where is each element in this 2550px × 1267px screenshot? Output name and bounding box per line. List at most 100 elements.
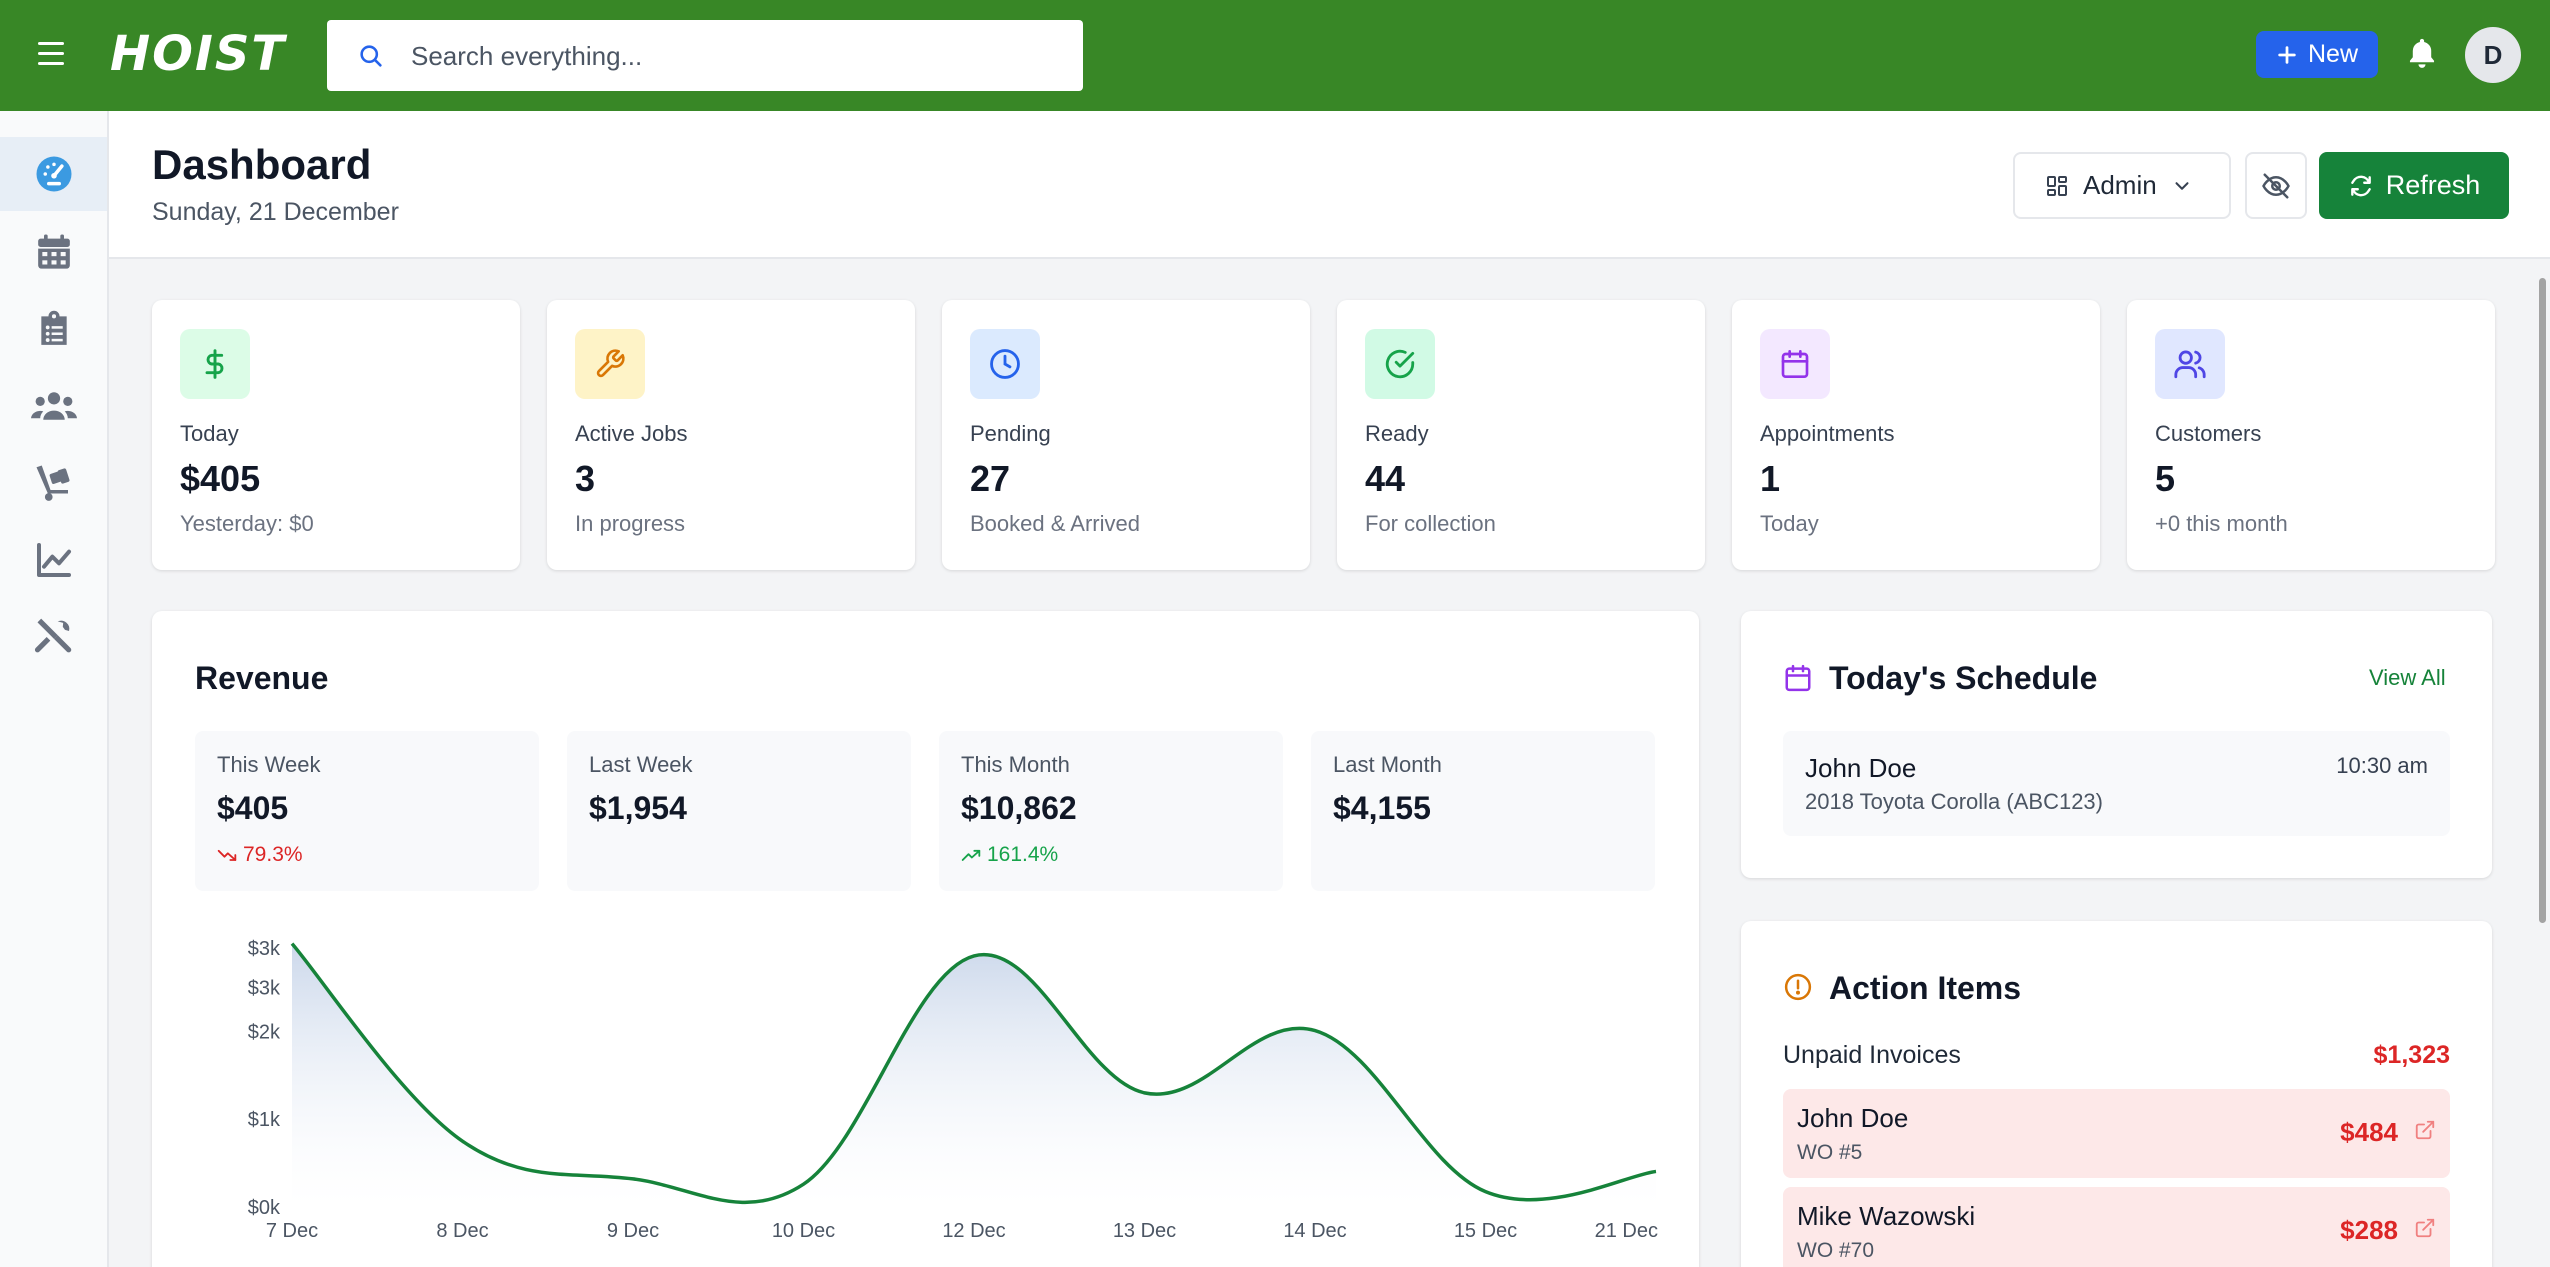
calendar-icon	[1785, 664, 1811, 692]
speedometer-icon	[36, 156, 71, 192]
stat-card-today[interactable]: Today $405 Yesterday: $0	[152, 300, 520, 570]
sidebar-item-parts[interactable]	[0, 446, 107, 520]
revenue-period-label: This Week	[217, 752, 321, 777]
unpaid-invoice-item[interactable]: Mike Wazowski WO #70 $288	[1783, 1187, 2450, 1267]
invoice-work-order: WO #5	[1797, 1141, 1863, 1164]
revenue-period-value: $10,862	[961, 790, 1077, 826]
clipboard-list-icon	[40, 310, 67, 345]
invoice-work-order: WO #70	[1797, 1239, 1875, 1262]
search-icon	[360, 45, 382, 67]
menu-icon[interactable]	[38, 42, 66, 66]
sidebar-item-tools[interactable]	[0, 600, 107, 674]
stat-sub: +0 this month	[2155, 511, 2288, 536]
revenue-change-value: 161.4%	[987, 843, 1059, 866]
revenue-period-label: Last Week	[589, 752, 693, 777]
stat-label: Active Jobs	[575, 421, 688, 446]
role-dropdown[interactable]: Admin	[2013, 152, 2231, 219]
tools-icon	[34, 618, 71, 653]
x-tick-label: 14 Dec	[1283, 1220, 1346, 1242]
sidebar-item-jobs[interactable]	[0, 292, 107, 366]
sidebar-item-dashboard[interactable]	[0, 137, 107, 211]
invoice-customer-name: John Doe	[1797, 1103, 1909, 1133]
page-title: Dashboard	[152, 141, 372, 188]
revenue-data-point[interactable]	[801, 1181, 807, 1187]
schedule-time: 10:30 am	[2336, 753, 2428, 778]
revenue-data-point[interactable]	[1483, 1189, 1489, 1195]
revenue-change-value: 79.3%	[243, 843, 303, 866]
stat-value: 44	[1365, 458, 1406, 499]
sidebar-item-calendar[interactable]	[0, 215, 107, 289]
stat-card-ready[interactable]: Ready 44 For collection	[1337, 300, 1705, 570]
revenue-period-last-week: Last Week $1,954	[567, 731, 911, 891]
stat-value: 5	[2155, 458, 2176, 499]
stat-value: 1	[1760, 458, 1781, 499]
external-link-icon[interactable]	[2414, 1217, 2436, 1239]
revenue-data-point[interactable]	[289, 941, 295, 947]
hide-values-button[interactable]	[2245, 152, 2307, 219]
wrench-icon	[575, 329, 645, 399]
search-box[interactable]	[327, 20, 1083, 91]
alert-circle-icon	[1784, 973, 1812, 1001]
calendar-icon	[1760, 329, 1830, 399]
revenue-period-label: Last Month	[1333, 752, 1442, 777]
sidebar-item-reports[interactable]	[0, 523, 107, 597]
invoice-amount: $288	[2340, 1215, 2398, 1245]
sidebar-item-customers[interactable]	[0, 369, 107, 443]
schedule-customer-name: John Doe	[1805, 753, 1917, 783]
stat-label: Appointments	[1760, 421, 1895, 446]
stat-sub: For collection	[1365, 511, 1496, 536]
x-tick-label: 21 Dec	[1595, 1220, 1658, 1242]
refresh-button-label: Refresh	[2385, 170, 2481, 200]
schedule-title: Today's Schedule	[1829, 660, 2098, 696]
chart-line-icon	[36, 543, 71, 577]
schedule-panel: Today's Schedule View All John Doe 2018 …	[1741, 611, 2492, 878]
notifications-bell-icon[interactable]	[2405, 35, 2439, 76]
stat-card-pending[interactable]: Pending 27 Booked & Arrived	[942, 300, 1310, 570]
revenue-data-point[interactable]	[1142, 1090, 1148, 1096]
revenue-change: 161.4%	[961, 843, 1058, 867]
y-tick-label: $3k	[248, 938, 281, 960]
revenue-data-point[interactable]	[1653, 1168, 1659, 1174]
revenue-data-point[interactable]	[630, 1176, 636, 1182]
y-tick-label: $2k	[248, 1021, 281, 1043]
stat-sub: Booked & Arrived	[970, 511, 1140, 536]
x-tick-label: 12 Dec	[942, 1220, 1005, 1242]
stat-card-active-jobs[interactable]: Active Jobs 3 In progress	[547, 300, 915, 570]
stat-sub: In progress	[575, 511, 686, 536]
revenue-period-label: This Month	[961, 752, 1070, 777]
stat-card-appointments[interactable]: Appointments 1 Today	[1732, 300, 2100, 570]
revenue-data-point[interactable]	[460, 1138, 466, 1144]
schedule-item[interactable]: John Doe 2018 Toyota Corolla (ABC123) 10…	[1783, 731, 2450, 836]
revenue-line	[290, 942, 1657, 1205]
invoice-customer-name: Mike Wazowski	[1797, 1201, 1976, 1231]
x-tick-label: 7 Dec	[266, 1220, 318, 1242]
external-link-icon[interactable]	[2414, 1119, 2436, 1141]
schedule-vehicle: 2018 Toyota Corolla (ABC123)	[1805, 789, 2103, 814]
users-icon	[30, 392, 77, 420]
revenue-data-point[interactable]	[971, 953, 977, 959]
top-bar: HOIST New D	[0, 0, 2550, 111]
revenue-change: 79.3%	[217, 843, 303, 867]
refresh-icon	[2350, 175, 2371, 196]
page-date: Sunday, 21 December	[152, 198, 399, 226]
scrollbar-thumb[interactable]	[2539, 278, 2546, 923]
new-button[interactable]: New	[2256, 31, 2378, 78]
app-logo[interactable]: HOIST	[110, 26, 287, 82]
x-tick-label: 8 Dec	[436, 1220, 488, 1242]
unpaid-invoice-item[interactable]: John Doe WO #5 $484	[1783, 1089, 2450, 1178]
check-circle-icon	[1365, 329, 1435, 399]
stat-label: Pending	[970, 421, 1051, 446]
dollar-icon	[180, 329, 250, 399]
revenue-data-point[interactable]	[1312, 1028, 1318, 1034]
action-items-title: Action Items	[1829, 970, 2022, 1006]
user-avatar[interactable]: D	[2465, 27, 2521, 83]
stat-value: 3	[575, 458, 596, 499]
stat-card-customers[interactable]: Customers 5 +0 this month	[2127, 300, 2495, 570]
view-all-link[interactable]: View All	[2369, 665, 2446, 690]
y-tick-label: $3k	[248, 978, 281, 1000]
clock-icon	[970, 329, 1040, 399]
search-input[interactable]	[411, 36, 1051, 76]
unpaid-invoices-label: Unpaid Invoices	[1783, 1041, 1961, 1069]
refresh-button[interactable]: Refresh	[2319, 152, 2509, 219]
unpaid-invoices-total: $1,323	[2373, 1041, 2450, 1069]
